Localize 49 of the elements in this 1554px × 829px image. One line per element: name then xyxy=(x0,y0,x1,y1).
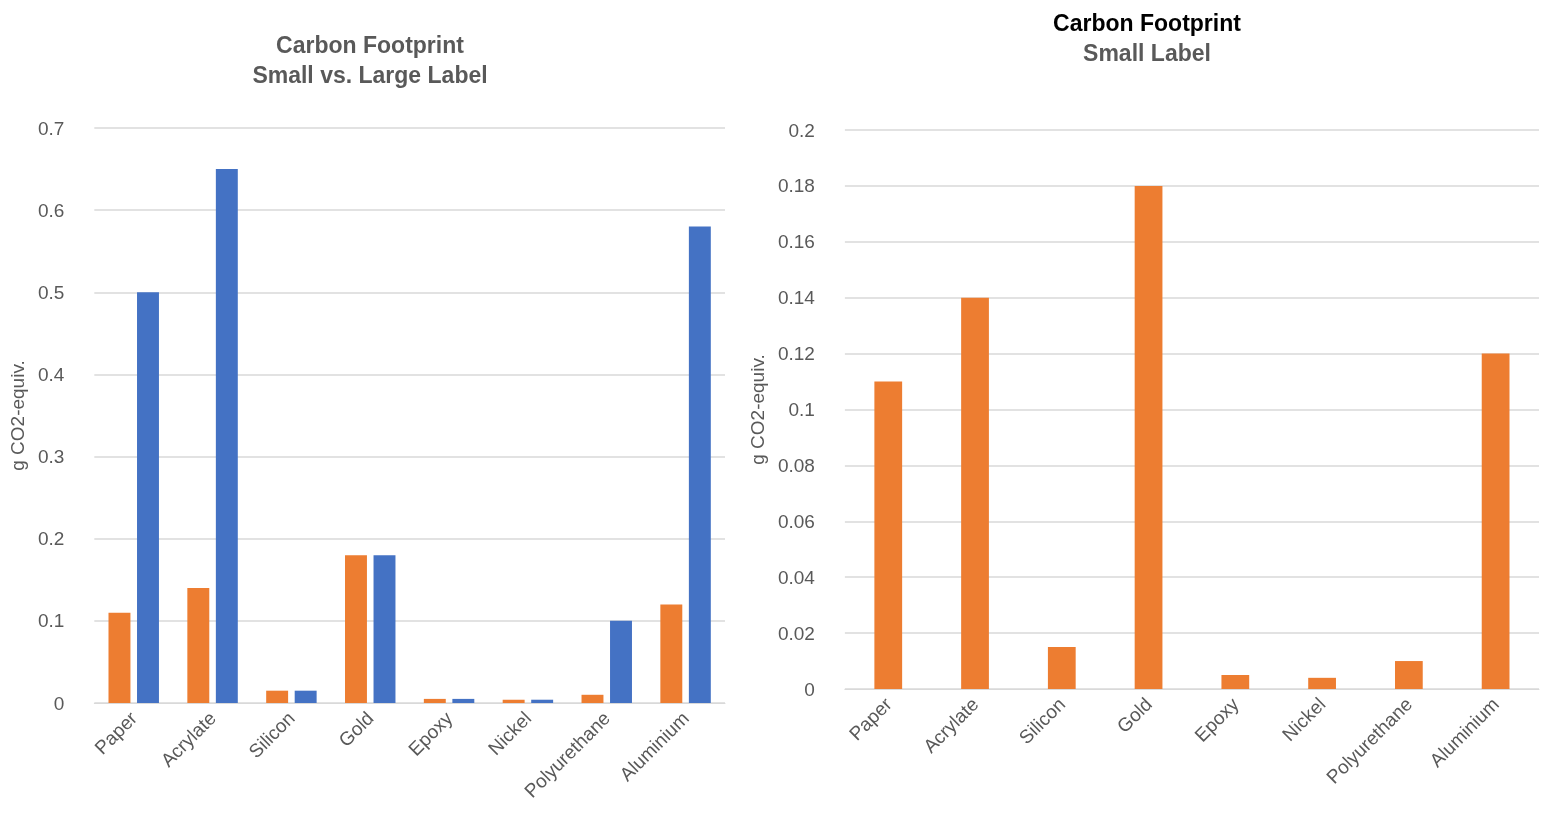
bar xyxy=(373,555,396,703)
y-tick-label: 0 xyxy=(53,692,65,714)
y-tick-label: 0.1 xyxy=(788,399,815,420)
y-tick-label: 0.4 xyxy=(37,363,65,385)
bar xyxy=(294,690,317,703)
y-tick-label: 0.2 xyxy=(37,528,65,550)
y-tick-label: 0 xyxy=(804,678,815,700)
y-tick-label: 0.06 xyxy=(777,510,815,532)
bar xyxy=(1047,647,1076,689)
bar xyxy=(1394,661,1423,689)
y-tick-label: 0.3 xyxy=(37,446,65,468)
y-tick-label: 0.7 xyxy=(37,117,65,139)
bar xyxy=(531,699,554,703)
chart-title: Carbon Footprint xyxy=(1053,9,1242,36)
bar xyxy=(581,694,604,703)
bar xyxy=(688,226,711,703)
bar xyxy=(215,169,238,703)
bar xyxy=(137,292,159,703)
y-tick-label: 0.04 xyxy=(777,566,816,588)
chart-subtitle: Small Label xyxy=(1083,40,1211,66)
bar xyxy=(452,698,475,703)
y-tick-label: 0.02 xyxy=(777,622,815,644)
bar xyxy=(502,699,525,703)
bar xyxy=(423,698,446,703)
y-tick-label: 0.16 xyxy=(777,231,815,253)
chart-subtitle: Small vs. Large Label xyxy=(252,62,488,88)
bar xyxy=(1134,185,1163,689)
bar xyxy=(108,612,131,703)
bar xyxy=(1221,675,1250,689)
y-tick-label: 0.08 xyxy=(777,454,815,476)
y-axis-title: g CO2-equiv. xyxy=(7,360,28,471)
bar xyxy=(1481,353,1510,689)
y-tick-label: 0.12 xyxy=(777,343,815,365)
bar xyxy=(610,620,632,703)
y-tick-label: 0.1 xyxy=(37,610,65,632)
y-tick-label: 0.14 xyxy=(777,287,816,309)
bar xyxy=(1308,677,1336,689)
bar xyxy=(961,297,989,689)
bar xyxy=(874,381,903,689)
bar xyxy=(187,588,210,703)
y-tick-label: 0.2 xyxy=(788,119,815,141)
y-tick-label: 0.6 xyxy=(37,199,65,221)
bar xyxy=(266,690,289,703)
y-tick-label: 0.5 xyxy=(37,281,65,303)
bar xyxy=(345,555,367,703)
y-axis-title: g CO2-equiv. xyxy=(747,354,768,465)
bar xyxy=(660,604,683,703)
y-tick-label: 0.18 xyxy=(777,175,815,197)
chart-title: Carbon Footprint xyxy=(276,31,465,58)
